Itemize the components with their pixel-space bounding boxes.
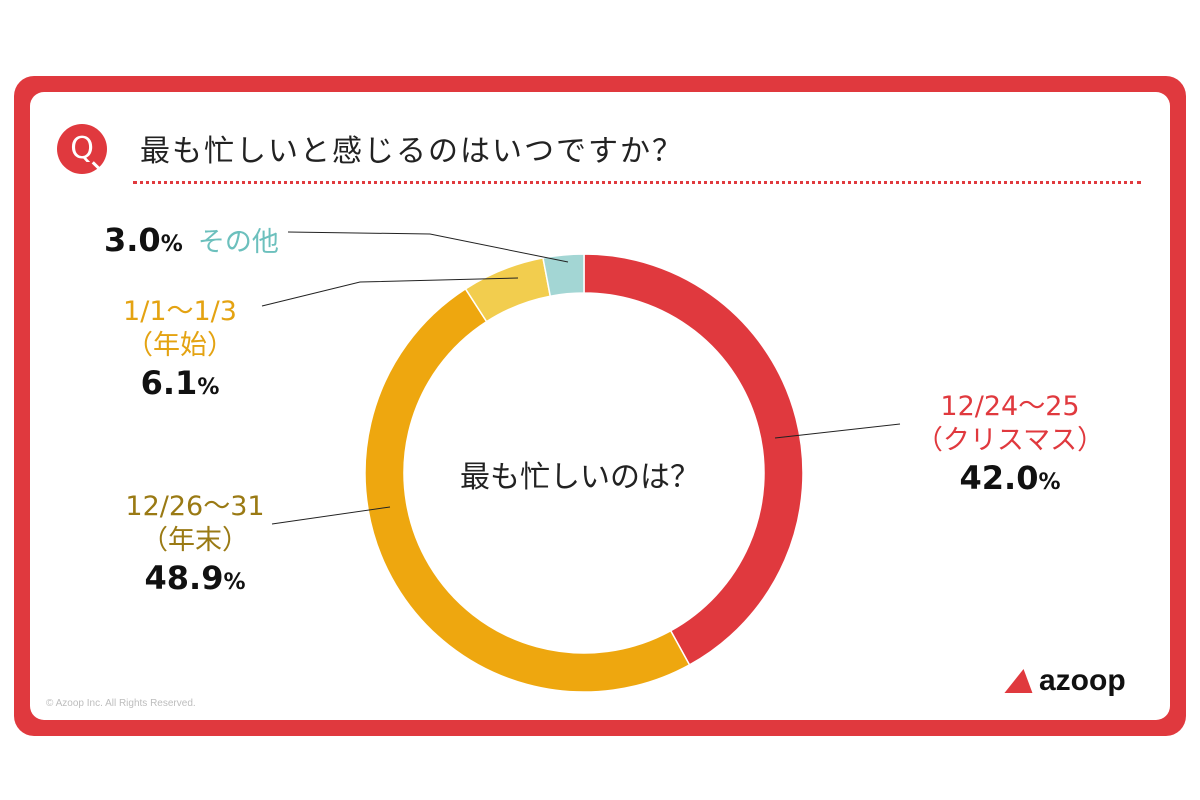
azoop-logo: azoop (1004, 664, 1126, 698)
azoop-logo-text: azoop (1039, 664, 1126, 697)
question-text: 最も忙しいと感じるのはいつですか？ (140, 134, 684, 169)
slice-value-new-year: 6.1 (140, 363, 198, 402)
donut-center-label: 最も忙しいのは？ (460, 460, 700, 495)
slice-category-year-end: 12/26〜31 (125, 491, 265, 522)
slice-label-other: 3.0% その他 (104, 220, 304, 260)
slice-label-christmas: 12/24〜25 （クリスマス） 42.0% (910, 390, 1110, 498)
percent-unit-year-end: % (223, 569, 246, 595)
slice-category-other: その他 (197, 227, 279, 258)
leader-line-year-end (271, 506, 391, 525)
percent-unit-christmas: % (1038, 469, 1061, 495)
slice-category-christmas: 12/24〜25 (940, 391, 1080, 422)
slice-subcategory-christmas: （クリスマス） (915, 424, 1105, 456)
slice-subcategory-year-end: （年末） (141, 524, 249, 556)
leader-line-new-year (261, 277, 519, 307)
donut-slice-other (542, 253, 585, 298)
slice-value-year-end: 48.9 (144, 558, 224, 597)
percent-unit-other: % (160, 232, 183, 257)
question-badge-letter: Q (70, 131, 94, 166)
donut-slice-year-end (364, 287, 691, 693)
percent-unit-new-year: % (197, 374, 220, 400)
slice-label-new-year: 1/1〜1/3 （年始） 6.1% (90, 295, 270, 403)
leader-line-other (287, 231, 569, 263)
slice-percent-new-year: 6.1% (90, 363, 270, 403)
azoop-logo-mark (1004, 669, 1038, 693)
question-badge: Q (57, 124, 107, 174)
leader-line-christmas (774, 423, 901, 439)
dotted-divider (133, 181, 1141, 184)
slice-subcategory-new-year: （年始） (126, 329, 234, 361)
slice-percent-year-end: 48.9% (95, 558, 295, 598)
slice-category-new-year: 1/1〜1/3 (123, 296, 237, 327)
slice-label-year-end: 12/26〜31 （年末） 48.9% (95, 490, 295, 598)
slice-value-christmas: 42.0 (959, 458, 1039, 497)
chart-card (30, 92, 1170, 720)
slice-percent-other: 3.0% (104, 221, 183, 259)
slice-percent-christmas: 42.0% (910, 458, 1110, 498)
copyright-text: © Azoop Inc. All Rights Reserved. (46, 698, 196, 709)
slice-value-other: 3.0 (104, 221, 161, 259)
